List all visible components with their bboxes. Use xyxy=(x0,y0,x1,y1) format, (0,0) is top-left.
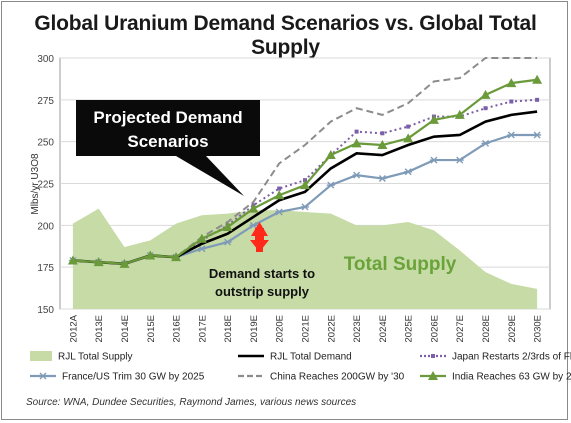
legend-label: RJL Total Demand xyxy=(270,352,352,363)
star-marker xyxy=(533,131,541,139)
y-axis-label: Mlbs/yr U3O8 xyxy=(30,153,41,215)
square-marker xyxy=(277,186,282,191)
triangle-marker xyxy=(300,180,310,190)
square-marker xyxy=(509,99,514,104)
triangle-marker xyxy=(351,138,362,148)
callout-box xyxy=(76,100,260,196)
triangle-marker xyxy=(222,222,233,232)
triangle-marker xyxy=(171,252,182,262)
star-marker xyxy=(507,131,515,139)
triangle-marker xyxy=(93,257,104,267)
triangle-marker xyxy=(532,74,543,84)
y-tick-label: 175 xyxy=(37,263,54,274)
y-tick-label: 300 xyxy=(37,54,54,65)
triangle-marker xyxy=(196,233,207,243)
star-marker xyxy=(378,174,386,182)
chart-title: Global Uranium Demand Scenarios vs. Glob… xyxy=(34,12,537,59)
x-tick-label: 2029E xyxy=(507,315,518,342)
triangle-marker xyxy=(377,140,388,150)
star-marker xyxy=(353,171,361,179)
x-tick-label: 2014E xyxy=(120,315,131,342)
y-tick-label: 275 xyxy=(37,96,54,107)
x-tick-label: 2015E xyxy=(146,315,157,342)
callout-text-line: Scenarios xyxy=(127,132,208,151)
legend-label: India Reaches 63 GW by 2032 xyxy=(452,372,571,383)
triangle-marker xyxy=(454,109,465,119)
legend-item: Japan Restarts 2/3rds of Fleet xyxy=(420,352,571,363)
star-marker xyxy=(430,156,438,164)
star-marker xyxy=(275,208,283,216)
x-tick-label: 2021E xyxy=(301,315,312,342)
square-marker xyxy=(380,131,385,136)
star-marker xyxy=(327,181,335,189)
x-tick-label: 2028E xyxy=(481,315,492,342)
square-marker xyxy=(406,124,411,129)
triangle-marker xyxy=(480,89,491,99)
outstrip-label: outstrip supply xyxy=(215,284,310,299)
x-tick-label: 2026E xyxy=(429,315,440,342)
y-tick-label: 200 xyxy=(37,221,54,232)
triangle-marker xyxy=(274,190,285,200)
x-tick-label: 2012A xyxy=(68,314,79,342)
star-marker xyxy=(249,221,257,229)
triangle-marker xyxy=(145,250,156,260)
legend-label: Japan Restarts 2/3rds of Fleet xyxy=(452,352,571,363)
y-tick-label: 225 xyxy=(37,180,54,191)
source-note: Source: WNA, Dundee Securities, Raymond … xyxy=(26,397,357,408)
square-marker xyxy=(303,178,307,183)
total-supply-label: Total Supply xyxy=(344,254,457,275)
legend-label: RJL Total Supply xyxy=(58,352,133,363)
triangle-marker xyxy=(428,371,438,380)
legend-label: France/US Trim 30 GW by 2025 xyxy=(62,372,205,383)
square-marker xyxy=(431,354,435,358)
square-marker xyxy=(354,129,359,134)
x-tick-label: 2018E xyxy=(223,315,234,342)
x-tick-label: 2013E xyxy=(94,315,105,342)
star-marker xyxy=(39,372,47,380)
series-india-reaches-63-gw-by-2032 xyxy=(67,74,543,268)
star-marker xyxy=(224,238,232,246)
x-tick-label: 2022E xyxy=(326,315,337,342)
legend-item: RJL Total Demand xyxy=(238,352,352,363)
x-tick-label: 2025E xyxy=(404,315,415,342)
star-marker xyxy=(198,245,206,253)
x-tick-label: 2030E xyxy=(533,315,544,342)
legend-item: RJL Total Supply xyxy=(30,351,133,363)
legend-item: France/US Trim 30 GW by 2025 xyxy=(30,372,205,383)
projected-demand-callout: Projected Demand Scenarios xyxy=(76,100,260,196)
triangle-marker xyxy=(248,203,259,213)
star-marker xyxy=(456,156,464,164)
y-tick-label: 250 xyxy=(37,138,54,149)
x-tick-label: 2027E xyxy=(455,315,466,342)
star-marker xyxy=(482,139,490,147)
legend-item: India Reaches 63 GW by 2032 xyxy=(420,371,571,383)
supply-area xyxy=(72,208,538,309)
star-marker xyxy=(301,203,309,211)
triangle-marker xyxy=(428,114,439,124)
triangle-marker xyxy=(67,255,78,265)
x-tick-label: 2017E xyxy=(197,315,208,342)
x-tick-label: 2024E xyxy=(378,315,389,342)
triangle-marker xyxy=(403,133,414,143)
triangle-marker xyxy=(325,150,336,160)
x-tick-label: 2020E xyxy=(275,315,286,342)
legend-label: China Reaches 200GW by '30 xyxy=(270,372,405,383)
legend-item: China Reaches 200GW by '30 xyxy=(238,372,405,383)
square-marker xyxy=(483,106,488,111)
star-marker xyxy=(404,168,412,176)
red-arrow-up-icon xyxy=(251,222,268,252)
triangle-marker xyxy=(119,258,130,268)
legend: RJL Total Supply RJL Total Demand Japan Re… xyxy=(30,351,571,383)
x-tick-label: 2019E xyxy=(249,315,260,342)
x-tick-label: 2023E xyxy=(352,315,363,342)
x-tick-label: 2016E xyxy=(172,315,183,342)
legend-swatch xyxy=(30,351,52,361)
callout-text-line: Projected Demand xyxy=(93,108,242,127)
square-marker xyxy=(535,97,540,102)
triangle-marker xyxy=(506,78,517,88)
y-tick-label: 150 xyxy=(37,305,54,316)
outstrip-label: Demand starts to xyxy=(209,266,315,281)
